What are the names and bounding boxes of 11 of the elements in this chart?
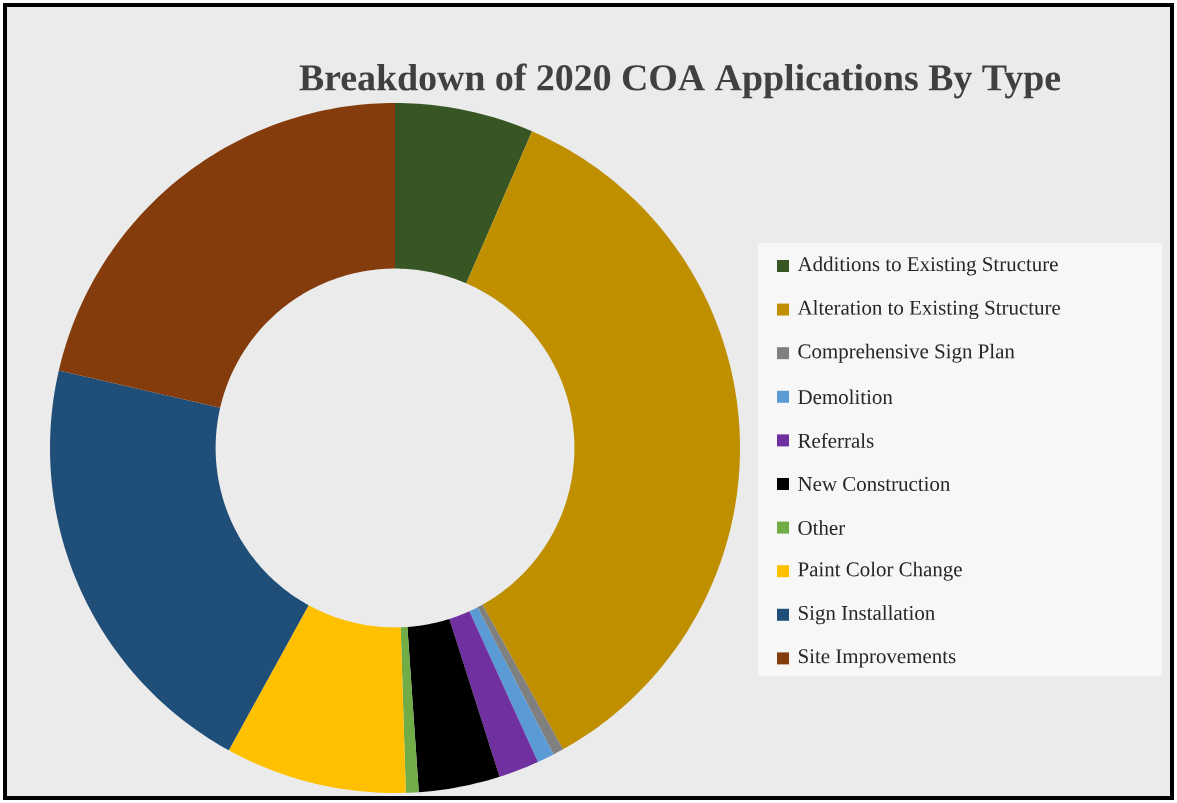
legend-label: Demolition (798, 389, 893, 405)
legend-label: Alteration to Existing Structure (797, 300, 1061, 320)
legend-label: Sign Installation (798, 605, 935, 625)
legend-label: Referrals (798, 432, 874, 448)
legend-label: New Construction (798, 476, 951, 492)
legend-label: Paint Color Change (798, 561, 962, 581)
legend-label: Other (798, 520, 845, 535)
chart-title: Breakdown of 2020 COA Applications By Type (299, 63, 1061, 99)
legend-label: Additions to Existing Structure (797, 256, 1058, 276)
legend-label: Site Improvements (798, 649, 956, 668)
legend-label: Comprehensive Sign Plan (798, 343, 1015, 363)
